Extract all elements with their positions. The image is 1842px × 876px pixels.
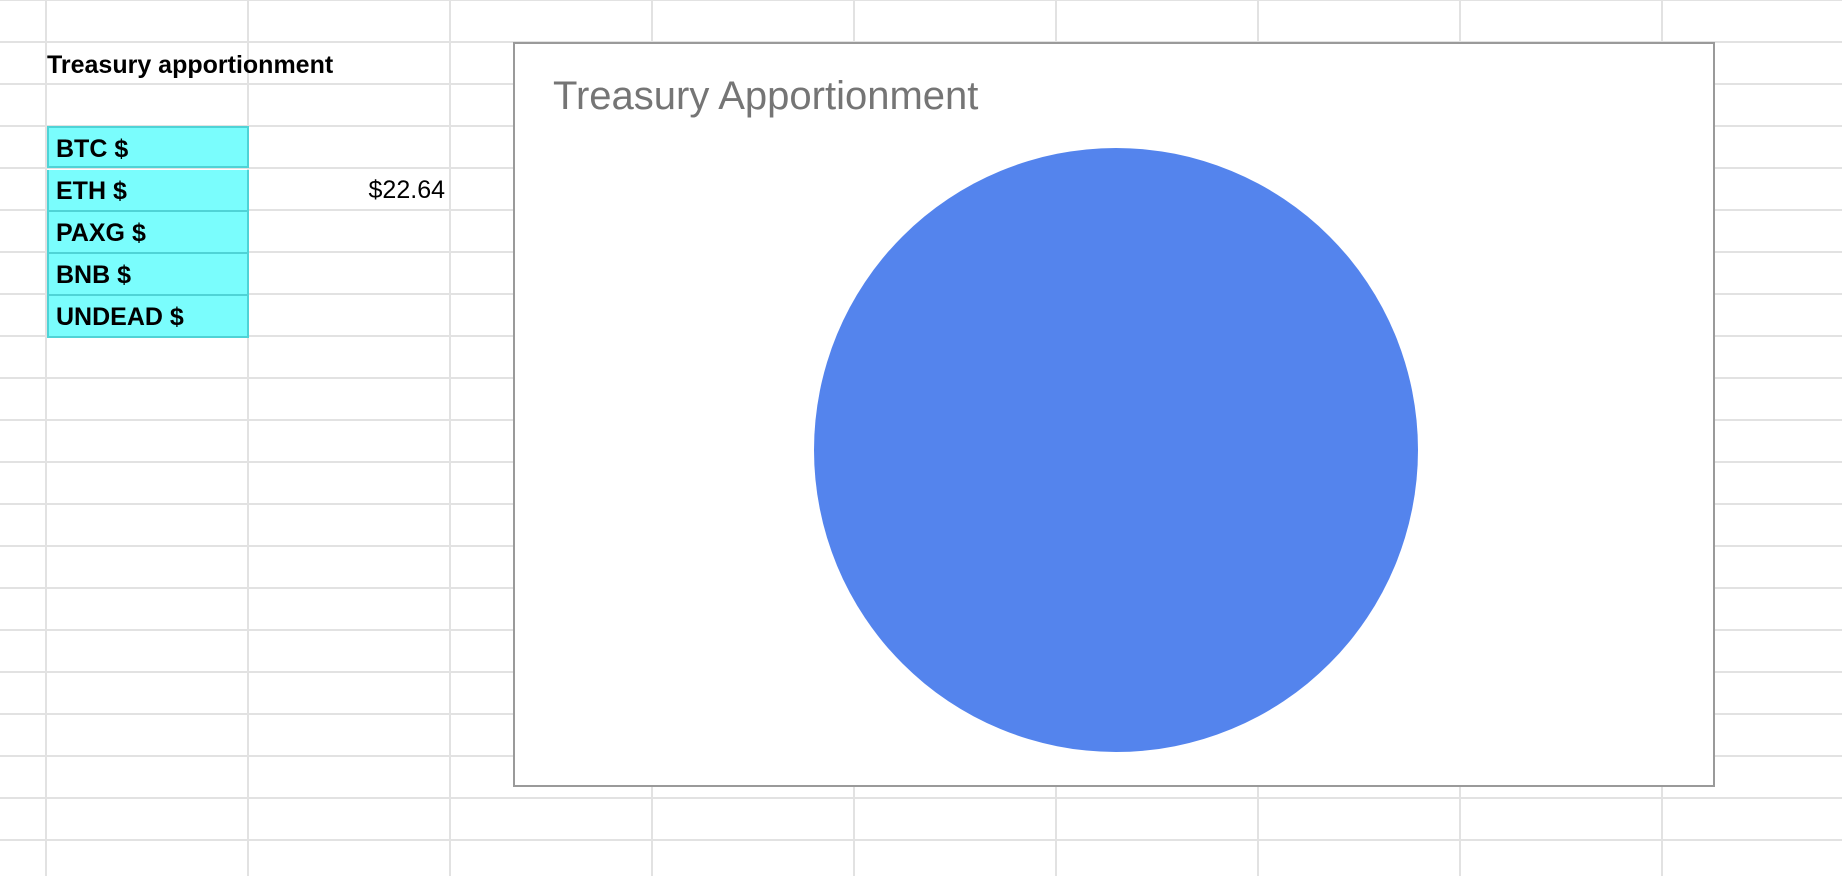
- grid-row-line: [0, 0, 1842, 1]
- asset-label-cell-undead[interactable]: UNDEAD $: [47, 296, 249, 338]
- asset-value-cell-eth[interactable]: $22.64: [368, 176, 445, 204]
- asset-label-cell-paxg[interactable]: PAXG $: [47, 212, 249, 254]
- pie-slice-eth[interactable]: [814, 148, 1418, 752]
- grid-column-line: [247, 0, 249, 876]
- grid-row-line: [0, 797, 1842, 799]
- asset-label-cell-bnb[interactable]: BNB $: [47, 254, 249, 296]
- asset-label-cell-eth[interactable]: ETH $: [47, 170, 249, 212]
- grid-column-line: [449, 0, 451, 876]
- asset-value-cell-paxg[interactable]: [250, 211, 445, 253]
- asset-value-cell-btc[interactable]: [250, 127, 445, 169]
- grid-row-line: [0, 839, 1842, 841]
- asset-value-cell-undead[interactable]: [250, 295, 445, 337]
- grid-column-line: [45, 0, 47, 876]
- pie-chart[interactable]: Treasury Apportionment: [513, 42, 1715, 787]
- pie-chart-plot: [814, 148, 1418, 752]
- chart-title: Treasury Apportionment: [553, 74, 979, 118]
- asset-value-cell-bnb[interactable]: [250, 253, 445, 295]
- asset-label-cell-btc[interactable]: BTC $: [47, 126, 249, 168]
- section-title-cell[interactable]: Treasury apportionment: [47, 51, 334, 79]
